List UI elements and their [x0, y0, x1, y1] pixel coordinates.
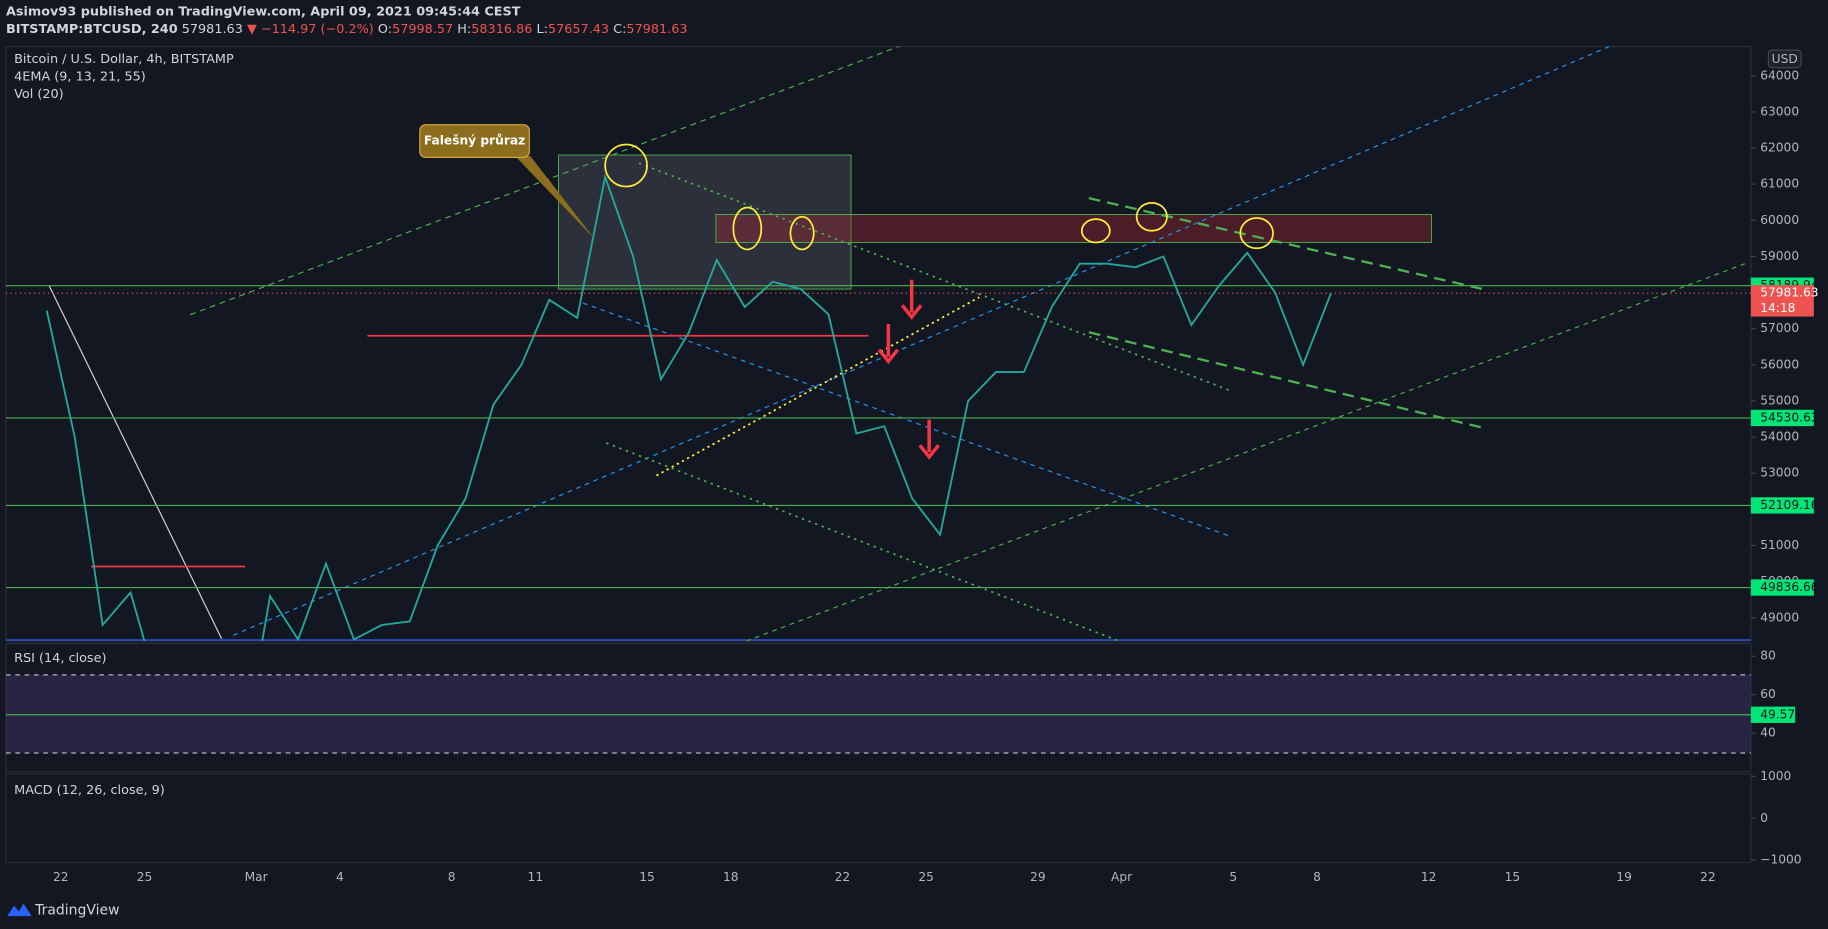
level-tag-label: 49836.66: [1760, 580, 1818, 594]
rsi-tick-label: 80: [1760, 649, 1776, 663]
legend-vol: Vol (20): [14, 87, 64, 102]
channel-line: [1088, 331, 1484, 429]
rsi-tick-label: 40: [1760, 726, 1776, 740]
publisher: Asimov93 published on TradingView.com, A…: [6, 4, 521, 19]
level-tag: [1750, 497, 1814, 514]
time-label: 22: [1700, 870, 1716, 884]
time-label: 19: [1616, 870, 1632, 884]
footer-text: TradingView: [34, 902, 119, 918]
logo: [7, 903, 32, 917]
rsi-tick-label: 60: [1760, 687, 1776, 701]
c-label: C:: [613, 22, 626, 37]
price-tick-label: 60000: [1760, 213, 1799, 227]
time-label: 8: [448, 870, 456, 884]
rsi-tag: [1750, 706, 1796, 723]
time-label: Mar: [245, 870, 269, 884]
time-label: 18: [723, 870, 739, 884]
change: ▼ −114.97 (−0.2%): [247, 22, 374, 37]
rsi-band: [5, 674, 1751, 753]
resistance-box: [715, 214, 1433, 243]
o-label: O:: [378, 22, 392, 37]
last: 57981.63: [182, 22, 243, 37]
trend-line: [48, 285, 223, 640]
price-tick-label: 59000: [1760, 249, 1799, 263]
main-pane: [5, 46, 1752, 642]
high: 58316.86: [471, 22, 532, 37]
header-line: Asimov93 published on TradingView.com, A…: [6, 4, 521, 19]
price-tick-label: 61000: [1760, 177, 1799, 191]
time-label: 22: [835, 870, 851, 884]
symbol: BITSTAMP:BTCUSD, 240: [6, 22, 178, 37]
countdown: 14:18: [1760, 301, 1795, 315]
footer: TradingView: [7, 902, 120, 918]
trend-line: [745, 261, 1749, 642]
legend-ema: 4EMA (9, 13, 21, 55): [14, 69, 146, 84]
macd-label: MACD (12, 26, close, 9): [14, 783, 165, 798]
time-label: 25: [137, 870, 153, 884]
circles: [604, 143, 1274, 251]
channel-line: [1088, 197, 1484, 291]
time-label: 4: [336, 870, 344, 884]
macd-tick-label: −1000: [1760, 853, 1801, 867]
open: 57998.57: [392, 22, 453, 37]
level-tag: [1750, 409, 1814, 427]
price-tick-label: 62000: [1760, 141, 1799, 155]
drawings: [5, 46, 1751, 642]
time-label: 25: [918, 870, 934, 884]
price-tick-label: 55000: [1760, 393, 1799, 407]
price-tick-label: 64000: [1760, 68, 1799, 82]
rsi-tag-label: 49.57: [1760, 707, 1795, 721]
macd-tick-label: 0: [1760, 811, 1768, 825]
trend-line: [638, 162, 1231, 392]
price-tick-label: 63000: [1760, 104, 1799, 118]
macd-tick-label: 1000: [1760, 769, 1791, 783]
level-tag-label: 54530.63: [1760, 410, 1818, 424]
price-tick-label: 49000: [1760, 610, 1799, 624]
time-label: 11: [528, 870, 544, 884]
last-price-tag: [1750, 285, 1814, 317]
trend-line: [605, 442, 1120, 642]
callout-text: Falešný průraz: [424, 134, 525, 148]
time-label: 15: [639, 870, 655, 884]
currency: USD: [1772, 52, 1798, 66]
symbol-line: BITSTAMP:BTCUSD, 240 57981.63 ▼ −114.97 …: [6, 22, 688, 37]
trend-line: [582, 302, 1231, 537]
price-tick-label: 56000: [1760, 357, 1799, 371]
range-box: [558, 154, 852, 290]
currency-box: [1767, 49, 1802, 69]
trend-line: [233, 46, 1611, 636]
time-label: Apr: [1111, 870, 1133, 884]
price-tick-label: 57000: [1760, 321, 1799, 335]
arrows: [877, 279, 940, 460]
time-label: 15: [1505, 870, 1521, 884]
last-price-label: 57981.63: [1760, 286, 1818, 300]
price-tick-label: 53000: [1760, 466, 1799, 480]
close: 57981.63: [626, 22, 687, 37]
level-tag: [1750, 579, 1814, 596]
level-tag-label: 52109.16: [1760, 498, 1818, 512]
time-label: 12: [1421, 870, 1437, 884]
time-label: 5: [1229, 870, 1237, 884]
rsi-label: RSI (14, close): [14, 651, 106, 666]
low: 57657.43: [548, 22, 609, 37]
time-label: 22: [53, 870, 69, 884]
time-label: 8: [1313, 870, 1321, 884]
price-tick-label: 54000: [1760, 430, 1799, 444]
time-label: 29: [1030, 870, 1046, 884]
price-tick-label: 51000: [1760, 538, 1799, 552]
h-label: H:: [457, 22, 471, 37]
l-label: L:: [536, 22, 547, 37]
legend-title: Bitcoin / U.S. Dollar, 4h, BITSTAMP: [14, 52, 234, 67]
callout: [419, 124, 530, 158]
price-line: [45, 173, 1332, 642]
